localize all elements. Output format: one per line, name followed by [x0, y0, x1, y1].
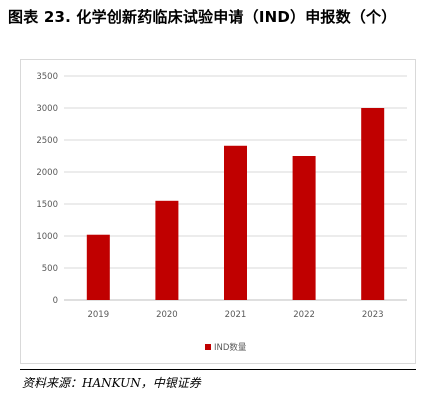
source-divider — [20, 369, 416, 370]
legend-label: IND数量 — [214, 342, 247, 353]
bar-chart: 0 500 1000 1500 2000 2500 3000 3500 2019 2020 2021… — [36, 72, 407, 353]
x-tick-label: 2021 — [225, 310, 247, 320]
y-tick-label: 1000 — [36, 232, 58, 242]
x-tick-label: 2023 — [362, 310, 384, 320]
source-note: 资料来源：HANKUN，中银证券 — [22, 376, 201, 390]
x-tick-label: 2022 — [293, 310, 315, 320]
x-tick-label: 2020 — [156, 310, 178, 320]
chart-area: 0 500 1000 1500 2000 2500 3000 3500 2019 2020 2021… — [20, 59, 416, 364]
y-tick-label: 3000 — [36, 104, 58, 114]
bar — [224, 145, 247, 300]
y-tick-label: 1500 — [36, 200, 58, 210]
bar — [86, 234, 110, 300]
bar — [155, 200, 179, 300]
chart-title: 图表 23. 化学创新药临床试验申请（IND）申报数（个） — [8, 8, 397, 26]
y-tick-label: 2000 — [36, 168, 58, 178]
bar — [292, 156, 316, 300]
y-tick-label: 2500 — [36, 136, 58, 146]
y-tick-label: 500 — [42, 264, 58, 274]
bar — [361, 108, 385, 300]
y-tick-label: 3500 — [36, 72, 58, 82]
y-tick-label: 0 — [53, 296, 58, 306]
legend-swatch — [205, 344, 211, 350]
x-tick-label: 2019 — [87, 310, 109, 320]
